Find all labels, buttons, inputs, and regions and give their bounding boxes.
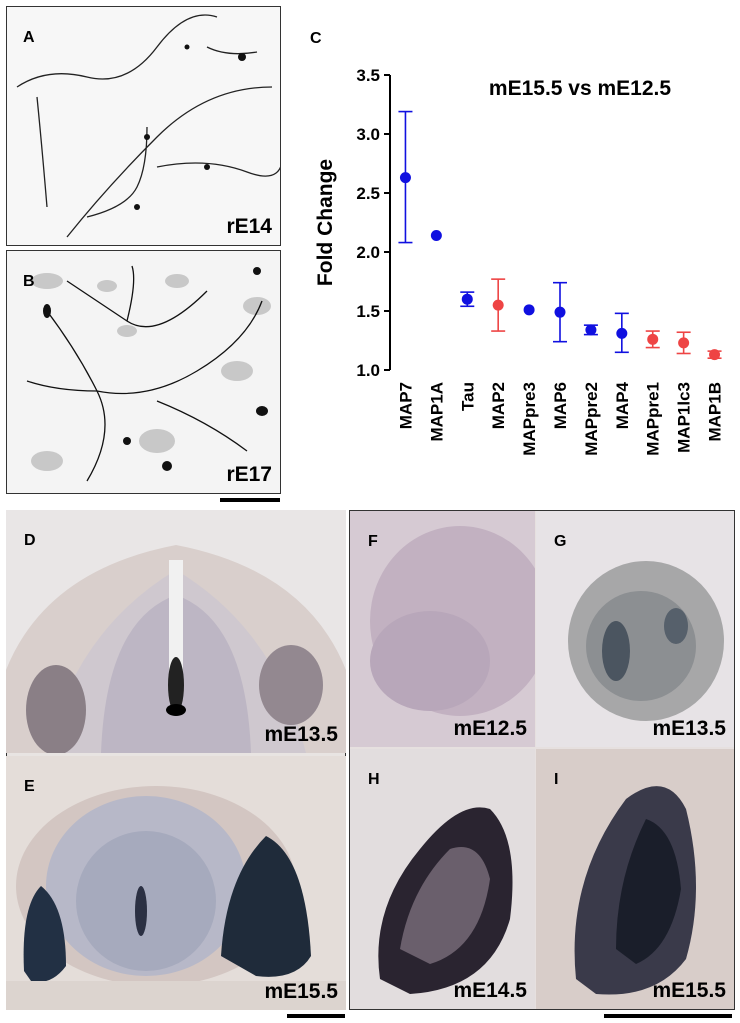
data-point-tau: [461, 293, 473, 305]
panel-b-letter: B: [23, 273, 35, 290]
drg-section-h: [378, 807, 513, 994]
scale-bar-fi: [604, 1014, 732, 1018]
panel-g-stage: mE13.5: [652, 717, 726, 740]
panel-e-letter: E: [24, 778, 35, 795]
x-tick-label: MAP7: [396, 382, 415, 429]
spinal-cord-section-d: [6, 545, 346, 753]
panel-h-letter: H: [368, 771, 380, 788]
data-point-mappre2: [585, 324, 597, 336]
x-tick-label: MAP4: [613, 381, 632, 429]
panel-f-letter: F: [368, 533, 378, 550]
panel-e-stage: mE15.5: [264, 980, 338, 1003]
panel-g-micrograph: G mE13.5: [536, 511, 734, 747]
panel-d-letter: D: [24, 532, 36, 549]
scale-bar-ab: [220, 498, 280, 502]
panel-a-stage: rE14: [226, 215, 272, 238]
panel-a-letter: A: [23, 29, 35, 46]
x-tick-label: MAPpre3: [520, 382, 539, 456]
y-tick-label: 3.0: [356, 125, 380, 144]
data-point-map1a: [430, 229, 442, 241]
y-tick-label: 2.0: [356, 243, 380, 262]
x-tick-label: MAPpre1: [644, 382, 663, 456]
y-tick-label: 1.0: [356, 361, 380, 380]
panel-i-micrograph: I mE15.5: [536, 749, 734, 1009]
panel-b-stage: rE17: [226, 463, 272, 486]
panel-f-stage: mE12.5: [453, 717, 527, 740]
x-tick-label: MAP1B: [706, 382, 725, 442]
x-tick-label: MAP2: [489, 382, 508, 429]
panel-i-stage: mE15.5: [652, 979, 726, 1002]
scale-bar-de: [287, 1014, 345, 1018]
neuron-tracing-image-a: [16, 14, 280, 238]
y-axis-title: Fold Change: [314, 159, 337, 286]
chart-title: mE15.5 vs mE12.5: [489, 77, 671, 100]
data-point-map6: [554, 306, 566, 318]
panel-i-letter: I: [554, 771, 559, 788]
panel-e-micrograph: E mE15.5: [6, 756, 346, 1010]
data-point-mappre3: [523, 304, 535, 316]
panel-f-micrograph: F mE12.5: [350, 511, 535, 747]
data-point-map4: [616, 327, 628, 339]
data-point-map7: [399, 172, 411, 184]
x-tick-label: MAP6: [551, 382, 570, 429]
panel-h-micrograph: H mE14.5: [350, 749, 535, 1009]
y-tick-label: 1.5: [356, 302, 380, 321]
panel-c-letter: C: [310, 30, 322, 47]
drg-section-i: [574, 786, 696, 995]
fold-change-plot: 1.0 1.5 2.0 2.5 3.0 3.5 Fold Change mE15.5 vs m…: [314, 66, 725, 456]
panel-d-stage: mE13.5: [264, 723, 338, 746]
x-tick-label: MAP1lc3: [675, 382, 694, 453]
panel-h-stage: mE14.5: [453, 979, 527, 1002]
data-point-mappre1: [647, 333, 659, 345]
y-tick-label: 2.5: [356, 184, 380, 203]
data-point-map1lc3: [678, 337, 690, 349]
x-tick-label: MAP1A: [427, 382, 446, 442]
data-point-map2: [492, 299, 504, 311]
drg-section-f: [370, 526, 535, 716]
panel-b-micrograph: B rE17: [6, 250, 281, 494]
y-tick-label: 3.5: [356, 66, 380, 85]
x-tick-label: Tau: [458, 382, 477, 411]
panel-a-micrograph: A rE14: [6, 6, 281, 246]
x-tick-label: MAPpre2: [582, 382, 601, 456]
panel-g-letter: G: [554, 533, 567, 550]
fold-change-chart: 1.0 1.5 2.0 2.5 3.0 3.5 Fold Change mE15.5 vs m…: [290, 20, 740, 500]
data-point-map1b: [709, 349, 721, 361]
drg-section-g: [568, 561, 724, 721]
spinal-cord-section-e: [6, 786, 346, 1010]
neuron-tracing-image-b: [26, 265, 271, 482]
panel-d-micrograph: D mE13.5: [6, 510, 346, 753]
